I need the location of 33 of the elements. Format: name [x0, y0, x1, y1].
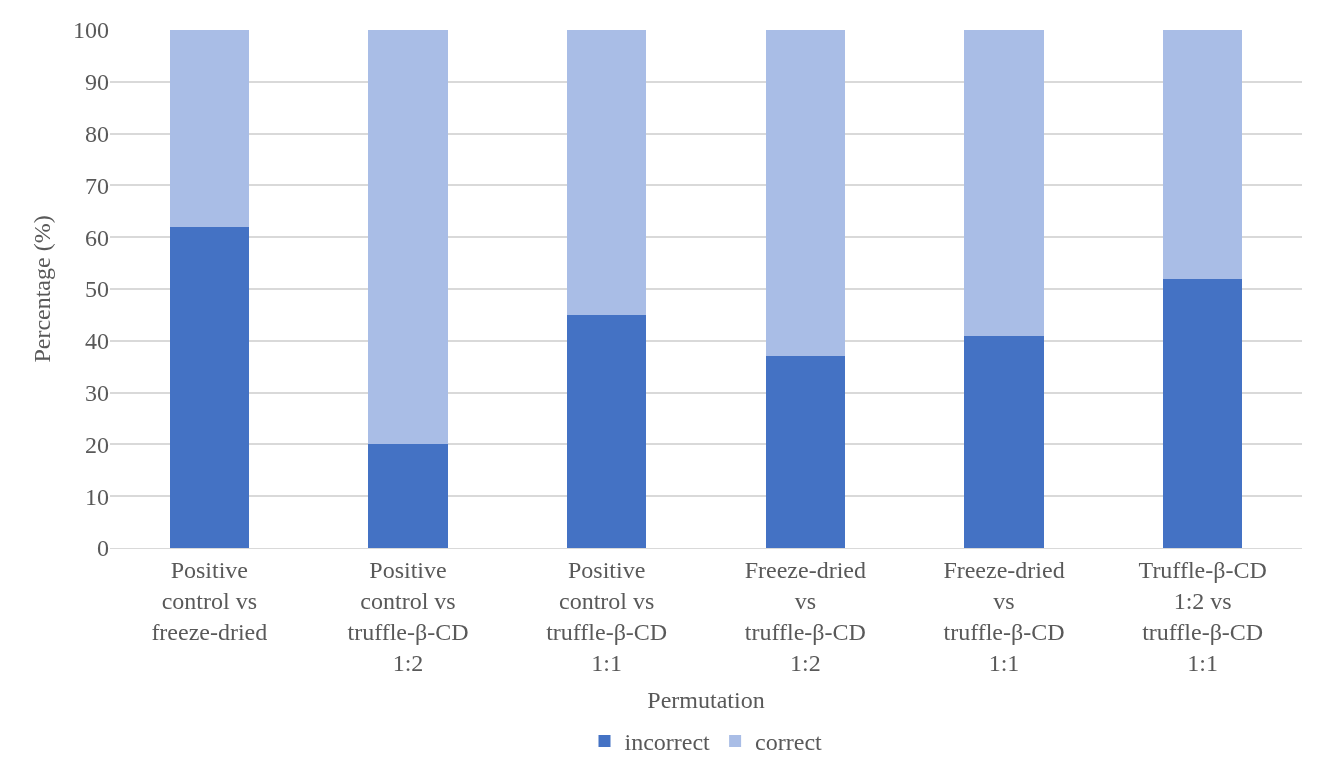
x-axis-title: Permutation: [647, 686, 765, 713]
y-tick-label: 30: [85, 380, 109, 406]
bar: [566, 30, 647, 315]
bar: [1162, 278, 1243, 548]
bar: [964, 30, 1044, 336]
bar: [368, 444, 448, 548]
y-tick-label: 10: [85, 483, 109, 510]
y-tick-label: 80: [85, 121, 109, 147]
y-tick-label: 0: [97, 535, 109, 562]
bar: [368, 30, 448, 445]
x-tick-label: Positive control vs truffle-β-CD 1:1: [546, 556, 668, 677]
legend-label: incorrect: [624, 729, 711, 756]
y-tick-label: 90: [85, 69, 109, 96]
bar: [169, 30, 250, 227]
bar: [169, 226, 250, 548]
y-tick-label: 70: [85, 172, 109, 199]
y-tick-label: 60: [85, 224, 109, 251]
legend-label: correct: [755, 729, 823, 756]
y-tick-label: 20: [85, 431, 109, 458]
x-tick-label: Positive control vs truffle-β-CD 1:2: [347, 556, 469, 677]
bar: [1162, 30, 1243, 279]
bar: [964, 335, 1044, 548]
x-tick-label: Freeze-dried vs truffle-β-CD 1:2: [744, 556, 866, 677]
x-tick-label: Truffle-β-CD 1:2 vs truffle-β-CD 1:1: [1138, 556, 1267, 677]
bar: [765, 30, 846, 357]
y-axis-title: Percentage (%): [29, 215, 56, 363]
bar: [566, 314, 647, 548]
y-tick-label: 40: [85, 328, 109, 355]
bar: [765, 356, 846, 548]
y-tick-label: 100: [73, 17, 109, 44]
x-tick-label: Freeze-dried vs truffle-β-CD 1:1: [943, 556, 1065, 677]
y-tick-label: 50: [85, 276, 109, 303]
x-tick-label: Positive control vs freeze-dried: [151, 556, 268, 646]
